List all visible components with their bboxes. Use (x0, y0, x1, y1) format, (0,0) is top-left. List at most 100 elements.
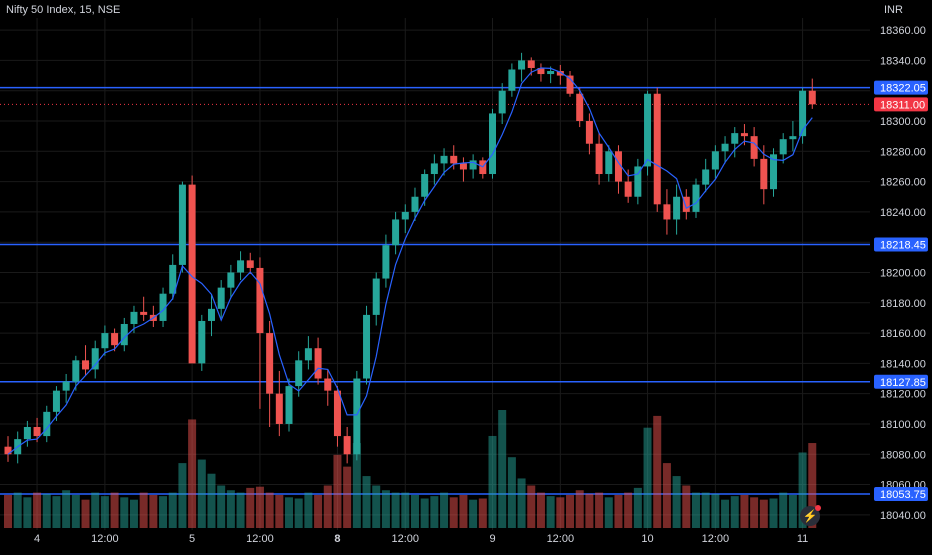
volume-bar (246, 487, 255, 528)
candle-body (547, 71, 555, 75)
price-axis[interactable]: 18360.0018340.0018320.0018300.0018280.00… (870, 0, 932, 550)
volume-bar (507, 457, 516, 528)
candle-body (101, 333, 109, 349)
volume-bar (759, 499, 768, 528)
horizontal-levels[interactable] (0, 86, 870, 495)
volume-bar (808, 443, 817, 528)
time-axis[interactable]: 4 12:00 5 12:00 8 12:00 9 12:00 10 12:00 11 (34, 533, 808, 545)
grid-layer (0, 18, 870, 530)
volume-bar (527, 485, 536, 528)
volume-bar (721, 499, 730, 528)
time-tick-label: 11 (797, 533, 808, 545)
candle-body (62, 381, 70, 391)
candle-body (246, 260, 254, 268)
candle-body (363, 314, 371, 379)
candle-body (614, 151, 622, 182)
price-tick-label: 18200.00 (880, 267, 926, 279)
volume-bar (585, 493, 594, 528)
time-tick-label: 12:00 (702, 533, 730, 545)
volume-bar (459, 494, 468, 528)
candle-body (595, 143, 603, 175)
candle-body (207, 308, 215, 321)
price-tick-label: 18300.00 (880, 116, 926, 128)
candle-body (440, 155, 448, 164)
price-tick-label: 18120.00 (880, 389, 926, 401)
candle-body (72, 360, 80, 382)
volume-bar (91, 492, 100, 528)
candle-body (372, 278, 380, 315)
volume-bar (546, 496, 555, 528)
volume-bar (769, 498, 778, 528)
level-price-tag (874, 374, 928, 389)
volume-bar (469, 499, 478, 528)
candle-body (770, 154, 778, 190)
time-tick-label: 12:00 (392, 533, 420, 545)
candle-body (111, 333, 119, 346)
volume-bar (23, 497, 32, 528)
volume-bar (100, 496, 109, 528)
candle-body (789, 136, 797, 140)
candle-body (227, 272, 235, 288)
last-price-label: 18311.00 (880, 99, 925, 111)
price-tick-label: 18260.00 (880, 177, 926, 189)
volume-bar (730, 496, 739, 528)
candle-body (120, 323, 128, 346)
volume-bar (4, 494, 12, 528)
price-tick-label: 18360.00 (880, 25, 926, 37)
candle-body (760, 158, 768, 190)
candle-body (421, 174, 429, 197)
volume-bar (401, 492, 410, 528)
candle-body (169, 264, 177, 294)
candle-body (750, 136, 758, 159)
lightning-icon: ⚡ (802, 509, 818, 523)
candle-body (43, 411, 51, 437)
volume-bar (197, 459, 206, 528)
price-tick-label: 18080.00 (880, 449, 926, 461)
volume-bar (207, 473, 216, 528)
candle-body (188, 184, 196, 364)
volume-bar (343, 466, 352, 528)
volume-bar (788, 494, 797, 528)
volume-bar (33, 492, 42, 528)
volume-bar (575, 490, 584, 528)
candle-body (304, 348, 312, 361)
time-tick-label: 12:00 (91, 533, 119, 545)
candle-body (740, 133, 748, 137)
volume-bar (440, 492, 449, 528)
candle-body (266, 333, 274, 394)
volume-bar (633, 487, 642, 528)
candle-body (353, 378, 361, 455)
candle-body (82, 360, 90, 370)
candle-body (556, 71, 564, 76)
volume-bar (294, 498, 303, 528)
candle-body (237, 260, 245, 273)
volume-bar (420, 498, 429, 528)
volume-bar (217, 485, 226, 528)
candle-body (4, 446, 12, 455)
volume-bar (236, 492, 245, 528)
volume-bar (255, 486, 264, 528)
time-tick-label: 10 (641, 533, 653, 545)
moving-average-line (7, 67, 813, 455)
volume-bars (4, 410, 817, 528)
volume-bar (488, 435, 497, 528)
candle-body (450, 155, 458, 164)
volume-bar (643, 427, 652, 528)
time-tick-label: 4 (34, 533, 40, 545)
volume-bar (653, 415, 662, 528)
candle-body (52, 390, 60, 412)
volume-bar (498, 410, 507, 528)
candle-body (721, 143, 729, 152)
candle-body (663, 204, 671, 220)
volume-bar (159, 496, 168, 528)
candle-body (634, 166, 642, 197)
price-tick-label: 18180.00 (880, 298, 926, 310)
alert-button[interactable]: ⚡ (800, 505, 821, 526)
volume-bar (265, 492, 274, 528)
volume-bar (595, 492, 604, 528)
candle-body (469, 160, 477, 170)
volume-bar (304, 492, 313, 528)
candle-body (256, 267, 264, 334)
